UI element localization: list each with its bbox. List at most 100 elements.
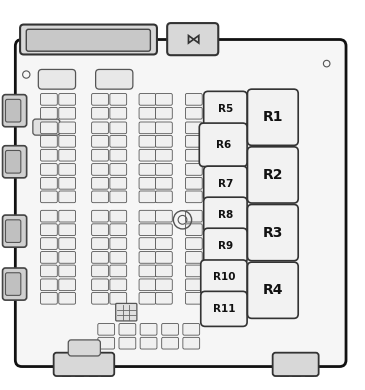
- FancyBboxPatch shape: [167, 23, 218, 55]
- FancyBboxPatch shape: [59, 122, 76, 134]
- Bar: [87, 49, 90, 52]
- Bar: [96, 49, 99, 52]
- FancyBboxPatch shape: [110, 122, 127, 134]
- FancyBboxPatch shape: [110, 210, 127, 222]
- Bar: [34, 49, 37, 52]
- FancyBboxPatch shape: [92, 164, 108, 175]
- FancyBboxPatch shape: [110, 177, 127, 189]
- FancyBboxPatch shape: [185, 292, 202, 304]
- FancyBboxPatch shape: [185, 122, 202, 134]
- FancyBboxPatch shape: [119, 323, 136, 335]
- FancyBboxPatch shape: [5, 220, 21, 243]
- FancyBboxPatch shape: [59, 107, 76, 119]
- FancyBboxPatch shape: [15, 39, 346, 367]
- FancyBboxPatch shape: [247, 147, 298, 203]
- FancyBboxPatch shape: [139, 122, 156, 134]
- FancyBboxPatch shape: [41, 265, 57, 277]
- FancyBboxPatch shape: [139, 164, 156, 175]
- FancyBboxPatch shape: [92, 265, 108, 277]
- FancyBboxPatch shape: [185, 224, 202, 236]
- FancyBboxPatch shape: [273, 353, 319, 376]
- Bar: [56, 49, 59, 52]
- FancyBboxPatch shape: [41, 210, 57, 222]
- Bar: [139, 49, 142, 52]
- FancyBboxPatch shape: [54, 353, 114, 376]
- FancyBboxPatch shape: [38, 69, 76, 89]
- FancyBboxPatch shape: [185, 252, 202, 263]
- FancyBboxPatch shape: [41, 94, 57, 105]
- FancyBboxPatch shape: [139, 238, 156, 249]
- FancyBboxPatch shape: [155, 135, 172, 147]
- FancyBboxPatch shape: [162, 337, 178, 349]
- FancyBboxPatch shape: [5, 273, 21, 295]
- FancyBboxPatch shape: [185, 177, 202, 189]
- FancyBboxPatch shape: [68, 340, 100, 356]
- FancyBboxPatch shape: [139, 265, 156, 277]
- FancyBboxPatch shape: [139, 224, 156, 236]
- Bar: [144, 49, 147, 52]
- FancyBboxPatch shape: [139, 94, 156, 105]
- FancyBboxPatch shape: [204, 91, 247, 126]
- Bar: [75, 369, 83, 376]
- FancyBboxPatch shape: [41, 191, 57, 203]
- FancyBboxPatch shape: [204, 228, 247, 263]
- FancyBboxPatch shape: [185, 210, 202, 222]
- Text: ⋈: ⋈: [185, 31, 200, 46]
- Bar: [89, 369, 97, 376]
- FancyBboxPatch shape: [59, 265, 76, 277]
- FancyBboxPatch shape: [201, 291, 247, 326]
- FancyBboxPatch shape: [41, 135, 57, 147]
- FancyBboxPatch shape: [92, 224, 108, 236]
- FancyBboxPatch shape: [185, 238, 202, 249]
- FancyBboxPatch shape: [59, 135, 76, 147]
- FancyBboxPatch shape: [59, 279, 76, 291]
- FancyBboxPatch shape: [96, 69, 133, 89]
- Bar: [74, 49, 77, 52]
- Bar: [30, 49, 33, 52]
- FancyBboxPatch shape: [247, 89, 298, 145]
- Bar: [148, 49, 151, 52]
- FancyBboxPatch shape: [3, 215, 27, 247]
- FancyBboxPatch shape: [59, 292, 76, 304]
- FancyBboxPatch shape: [155, 238, 172, 249]
- FancyBboxPatch shape: [139, 210, 156, 222]
- Bar: [122, 49, 125, 52]
- Text: R5: R5: [218, 104, 233, 114]
- Bar: [65, 49, 68, 52]
- FancyBboxPatch shape: [247, 262, 298, 318]
- Bar: [65, 34, 82, 47]
- Bar: [91, 49, 94, 52]
- FancyBboxPatch shape: [155, 292, 172, 304]
- Bar: [39, 49, 42, 52]
- FancyBboxPatch shape: [185, 94, 202, 105]
- FancyBboxPatch shape: [110, 94, 127, 105]
- FancyBboxPatch shape: [59, 94, 76, 105]
- FancyBboxPatch shape: [92, 191, 108, 203]
- FancyBboxPatch shape: [139, 107, 156, 119]
- FancyBboxPatch shape: [92, 238, 108, 249]
- FancyBboxPatch shape: [110, 191, 127, 203]
- FancyBboxPatch shape: [41, 292, 57, 304]
- FancyBboxPatch shape: [110, 292, 127, 304]
- FancyBboxPatch shape: [41, 252, 57, 263]
- FancyBboxPatch shape: [185, 265, 202, 277]
- FancyBboxPatch shape: [185, 279, 202, 291]
- FancyBboxPatch shape: [110, 265, 127, 277]
- Text: R8: R8: [218, 210, 233, 220]
- FancyBboxPatch shape: [59, 224, 76, 236]
- FancyBboxPatch shape: [59, 238, 76, 249]
- FancyBboxPatch shape: [5, 151, 21, 173]
- FancyBboxPatch shape: [41, 279, 57, 291]
- FancyBboxPatch shape: [3, 146, 27, 178]
- FancyBboxPatch shape: [201, 260, 247, 295]
- FancyBboxPatch shape: [26, 29, 150, 51]
- Bar: [118, 49, 120, 52]
- FancyBboxPatch shape: [139, 177, 156, 189]
- FancyBboxPatch shape: [162, 323, 178, 335]
- Bar: [78, 49, 81, 52]
- FancyBboxPatch shape: [119, 337, 136, 349]
- Bar: [305, 369, 313, 376]
- FancyBboxPatch shape: [92, 149, 108, 161]
- Text: R9: R9: [218, 241, 233, 251]
- FancyBboxPatch shape: [92, 177, 108, 189]
